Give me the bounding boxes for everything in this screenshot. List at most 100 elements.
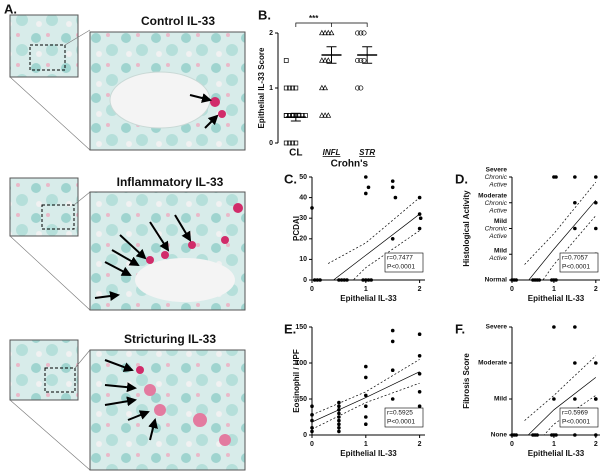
data-point xyxy=(322,84,328,91)
y-tick-label: 2 xyxy=(269,30,273,37)
panel-label: F. xyxy=(455,321,465,336)
panel-label: D. xyxy=(455,171,468,186)
data-point xyxy=(417,195,422,200)
y-tick-label: Mild Chronic Active xyxy=(485,218,508,240)
data-point xyxy=(325,112,332,118)
data-point xyxy=(283,140,289,146)
data-point xyxy=(552,325,556,329)
data-point xyxy=(390,185,395,190)
data-point xyxy=(337,404,341,409)
y-tick-label: 50 xyxy=(299,396,307,403)
data-point xyxy=(325,29,332,36)
data-point xyxy=(573,397,577,401)
stats-box xyxy=(384,407,424,428)
data-point xyxy=(364,278,368,282)
data-point xyxy=(364,415,368,419)
data-point xyxy=(417,212,422,216)
x-tick-label: 2 xyxy=(594,441,598,448)
y-tick-label: Mild Active xyxy=(488,247,507,262)
data-point xyxy=(364,375,368,380)
data-point xyxy=(310,418,314,423)
data-point xyxy=(573,325,577,329)
data-point xyxy=(361,278,365,282)
data-point xyxy=(283,58,289,63)
trend-group xyxy=(524,355,597,435)
data-point xyxy=(390,339,395,344)
zoom-box xyxy=(44,367,76,393)
panel-label: A. xyxy=(4,1,17,16)
significance: *** xyxy=(309,14,319,23)
data-point xyxy=(345,278,349,282)
data-point xyxy=(417,404,422,409)
data-point xyxy=(417,332,422,337)
stats-text: r=0.5925 xyxy=(387,410,413,417)
zoom-box xyxy=(41,204,75,230)
x-tick-label: 2 xyxy=(594,286,598,293)
data-point xyxy=(594,361,598,365)
data-point xyxy=(358,85,364,91)
stats-text: P<0.0001 xyxy=(562,419,590,426)
data-point xyxy=(573,226,577,231)
panel-label: E. xyxy=(284,321,296,336)
data-point xyxy=(594,397,598,401)
y-tick-label: 20 xyxy=(299,236,307,243)
data-point xyxy=(337,411,341,416)
data-point xyxy=(310,429,314,434)
data-point xyxy=(364,393,368,398)
x-tick-label: 1 xyxy=(552,286,556,293)
stats-text: r=0.7057 xyxy=(562,255,588,262)
stats-text: r=0.5969 xyxy=(562,410,588,417)
y-axis-label: Fibrosis Score xyxy=(462,353,471,409)
y-tick-label: 0 xyxy=(303,432,307,439)
data-point xyxy=(312,278,317,282)
confidence-band xyxy=(543,395,597,435)
data-point xyxy=(322,29,328,36)
data-point xyxy=(337,408,341,412)
y-tick-label: 0 xyxy=(303,277,307,284)
y-axis-label: Histological Activity xyxy=(462,190,471,267)
data-point xyxy=(554,433,558,437)
trend-group xyxy=(312,359,420,430)
data-point xyxy=(337,422,341,427)
trend-group xyxy=(524,181,597,280)
data-point xyxy=(322,112,328,118)
data-point xyxy=(328,29,335,36)
stats-text: P<0.0001 xyxy=(387,264,415,271)
data-point xyxy=(293,85,299,91)
data-point xyxy=(293,140,299,146)
confidence-band xyxy=(327,197,420,264)
data-point xyxy=(290,85,295,91)
panel-label: B. xyxy=(258,7,271,22)
data-point xyxy=(337,415,341,419)
data-point xyxy=(319,57,325,63)
data-point xyxy=(537,278,542,282)
data-point xyxy=(319,112,325,118)
stats-text: r=0.7477 xyxy=(387,255,413,262)
y-tick-label: Moderate xyxy=(478,360,507,367)
thumbnail xyxy=(9,177,79,237)
data-point xyxy=(418,216,423,220)
group-label: Crohn's xyxy=(331,159,369,170)
y-tick-label: 1 xyxy=(269,85,273,92)
y-tick-label: Moderate Chronic Active xyxy=(478,192,508,214)
x-tick-label: 0 xyxy=(510,441,514,448)
confidence-band xyxy=(524,355,597,421)
x-axis-label: Epithelial IL-33 xyxy=(528,449,585,458)
data-point xyxy=(310,426,314,430)
data-point xyxy=(393,195,398,200)
y-tick-label: 40 xyxy=(299,194,307,201)
data-point xyxy=(594,226,598,231)
x-tick-label: 2 xyxy=(418,286,422,293)
data-point xyxy=(322,57,328,63)
data-point xyxy=(364,364,368,369)
y-tick-label: None xyxy=(491,432,508,439)
y-axis-label: Epithelial IL-33 Score xyxy=(257,47,266,128)
data-point xyxy=(361,30,367,36)
stats-box xyxy=(559,252,599,273)
data-point xyxy=(366,185,371,190)
zoom-box xyxy=(29,44,66,71)
x-tick-label: 0 xyxy=(510,286,514,293)
y-tick-label: 30 xyxy=(299,215,307,222)
trend-line xyxy=(312,371,420,423)
data-point xyxy=(319,29,325,36)
